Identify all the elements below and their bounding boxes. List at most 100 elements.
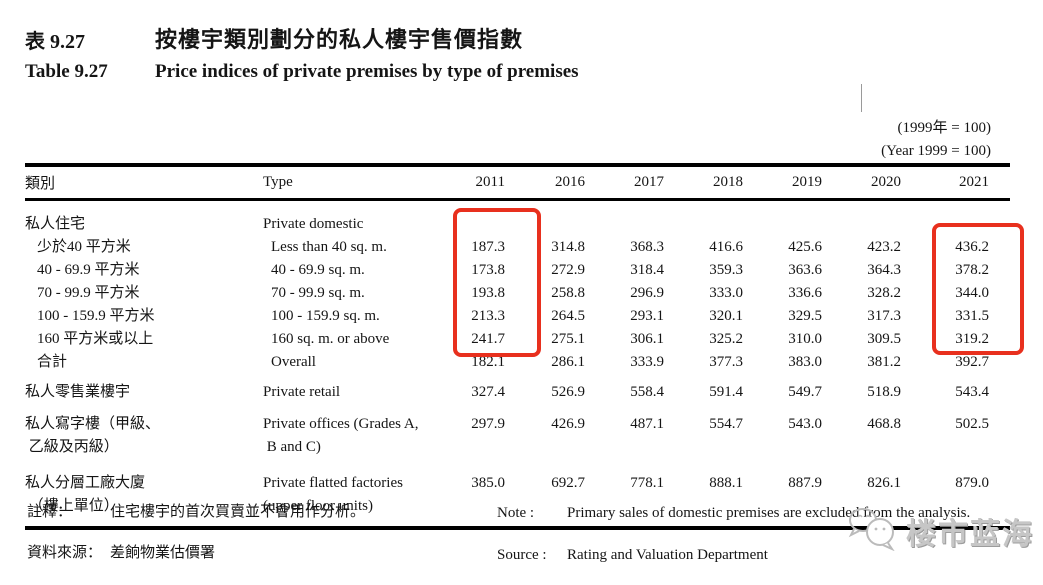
source-label-zh: 資料來源： [27,545,103,561]
note-label-zh: 註釋： [27,504,73,520]
row-label-en: 100 - 159.9 sq. m. [271,308,380,324]
note-text-zh: 住宅樓宇的首次買賣並不會用作分析。 [110,504,366,520]
row-label-zh: 私人零售業樓宇 [25,384,131,400]
value-cell: 325.2 [709,331,743,347]
value-cell: 526.9 [551,384,585,400]
column-header-year: 2021 [901,165,1010,201]
row-label-en: Private flatted factories (upper floor u… [263,475,403,514]
value-cell: 426.9 [551,416,585,432]
row-label-zh: 160 平方米或以上 [37,331,154,347]
value-cell: 296.9 [630,285,664,301]
column-header-type-en: Type [263,165,443,201]
value-cell: 359.3 [709,262,743,278]
row-label-zh: 70 - 99.9 平方米 [37,285,140,301]
value-cell: 436.2 [955,239,989,255]
table-row: 合計 Overall 182.1 286.1 333.9 377.3 383.0 381.2 3… [25,351,1010,374]
table-row: 100 - 159.9 平方米 100 - 159.9 sq. m. 213.3 26… [25,305,1010,328]
row-label-zh: 私人住宅 [25,216,86,232]
column-header-year: 2020 [822,165,901,201]
value-cell: 518.9 [867,384,901,400]
value-cell: 329.5 [788,308,822,324]
value-cell: 331.5 [955,308,989,324]
value-cell [664,200,743,237]
value-cell: 258.8 [551,285,585,301]
value-cell [505,200,585,237]
row-label-zh: 少於40 平方米 [37,239,131,255]
value-cell: 264.5 [551,308,585,324]
value-cell: 182.1 [471,354,505,370]
note-label-en: Note : [497,505,535,521]
value-cell: 392.7 [955,354,989,370]
value-cell: 383.0 [788,354,822,370]
value-cell: 272.9 [551,262,585,278]
value-cell: 381.2 [867,354,901,370]
row-label-en: 40 - 69.9 sq. m. [271,262,365,278]
page-title-en: Price indices of private premises by typ… [155,61,579,82]
value-cell: 423.2 [867,239,901,255]
vertical-line-artifact [861,84,862,112]
table-row: 私人寫字樓（甲級、 乙級及丙級） Private offices (Grades … [25,404,1010,459]
value-cell: 554.7 [709,416,743,432]
row-label-zh: 私人分層工廠大廈 （樓上單位） [25,475,146,514]
value-cell [443,200,505,237]
price-index-table-wrap: 類別 Type 2011 2016 2017 2018 2019 2020 20… [25,163,1010,530]
value-cell: 385.0 [471,475,505,491]
column-header-year: 2019 [743,165,822,201]
row-label-zh: 40 - 69.9 平方米 [37,262,140,278]
value-cell: 310.0 [788,331,822,347]
row-label-en: 160 sq. m. or above [271,331,390,347]
value-cell: 306.1 [630,331,664,347]
row-label-zh: 私人寫字樓（甲級、 乙級及丙級） [25,416,161,455]
base-year-note-zh: (1999年 = 100) [897,120,991,136]
value-cell: 173.8 [471,262,505,278]
page-title-zh: 按樓宇類別劃分的私人樓宇售價指數 [155,27,524,52]
column-header-year: 2018 [664,165,743,201]
row-label-en: Less than 40 sq. m. [271,239,387,255]
value-cell: 193.8 [471,285,505,301]
value-cell: 320.1 [709,308,743,324]
table-row: 70 - 99.9 平方米 70 - 99.9 sq. m. 193.8 258.8 2… [25,282,1010,305]
value-cell: 319.2 [955,331,989,347]
value-cell: 318.4 [630,262,664,278]
value-cell: 558.4 [630,384,664,400]
value-cell: 778.1 [630,475,664,491]
value-cell: 275.1 [551,331,585,347]
value-cell: 368.3 [630,239,664,255]
value-cell: 364.3 [867,262,901,278]
table-row: 私人住宅 Private domestic [25,200,1010,237]
row-label-en: Private offices (Grades A, B and C) [263,416,419,455]
column-header-category-zh: 類別 [25,165,263,201]
base-year-note-en: (Year 1999 = 100) [881,143,991,159]
value-cell: 344.0 [955,285,989,301]
value-cell: 543.4 [955,384,989,400]
value-cell: 826.1 [867,475,901,491]
column-header-year: 2011 [443,165,505,201]
value-cell: 692.7 [551,475,585,491]
value-cell: 879.0 [955,475,989,491]
table-row: 40 - 69.9 平方米 40 - 69.9 sq. m. 173.8 272.9 3… [25,259,1010,282]
value-cell: 378.2 [955,262,989,278]
value-cell: 213.3 [471,308,505,324]
row-label-zh: 100 - 159.9 平方米 [37,308,155,324]
value-cell: 363.6 [788,262,822,278]
watermark: 楼市蓝海 [846,505,1034,556]
column-header-year: 2017 [585,165,664,201]
price-index-table: 類別 Type 2011 2016 2017 2018 2019 2020 20… [25,163,1010,530]
row-label-zh: 合計 [37,354,68,370]
value-cell: 543.0 [788,416,822,432]
watermark-text: 楼市蓝海 [906,517,1034,551]
value-cell: 887.9 [788,475,822,491]
column-header-year: 2016 [505,165,585,201]
value-cell [901,200,1010,237]
value-cell: 487.1 [630,416,664,432]
table-body: 私人住宅 Private domestic 少於40 平方米 Less than 40… [25,200,1010,529]
value-cell: 468.8 [867,416,901,432]
row-label-en: Private domestic [263,216,364,232]
value-cell: 317.3 [867,308,901,324]
value-cell: 333.0 [709,285,743,301]
table-row: 160 平方米或以上 160 sq. m. or above 241.7 275.1 3… [25,328,1010,351]
base-year-note: (1999年 = 100) (Year 1999 = 100) [881,117,991,163]
value-cell: 187.3 [471,239,505,255]
table-number-en: Table 9.27 [25,61,108,82]
